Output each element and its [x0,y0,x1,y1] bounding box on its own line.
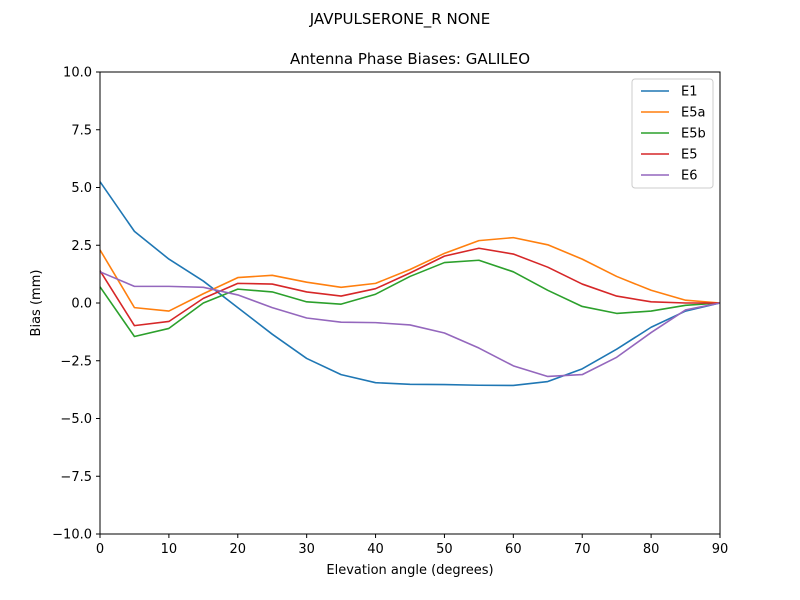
legend-label-e5: E5 [681,148,698,163]
chart-suptitle: JAVPULSERONE_R NONE [309,10,490,29]
x-tick-label: 20 [230,542,247,557]
y-tick-label: 10.0 [63,66,92,81]
series-line-e5 [99,247,720,327]
x-tick-label: 0 [96,542,104,557]
x-tick-label: 80 [643,542,660,557]
legend-box [631,78,714,189]
x-tick-label: 50 [436,542,453,557]
y-tick-label: −5.0 [60,412,92,427]
y-tick-label: −10.0 [52,528,92,543]
series-layer [99,181,721,387]
y-tick-label: −2.5 [60,354,92,369]
x-tick-label: 40 [367,542,384,557]
y-tick-label: 5.0 [71,181,92,196]
y-tick-label: 0.0 [71,297,92,312]
legend-label-e5a: E5a [681,106,705,121]
x-axis: 0 10 20 30 40 50 60 70 80 90 [96,534,728,557]
legend-label-e1: E1 [681,85,698,100]
series-line-e1 [99,181,721,387]
x-tick-label: 30 [298,542,315,557]
plot-frame [99,71,721,535]
x-tick-label: 70 [574,542,591,557]
x-tick-label: 90 [712,542,729,557]
y-tick-label: 2.5 [71,239,92,254]
x-axis-label: Elevation angle (degrees) [326,563,493,578]
legend-label-e6: E6 [681,169,698,184]
legend-label-e5b: E5b [681,127,706,142]
y-tick-label: −7.5 [60,470,92,485]
y-axis: 10.0 7.5 5.0 2.5 0.0 −2.5 −5.0 −7.5 −10.0 [52,66,100,543]
series-line-e5a [99,236,721,312]
y-axis-label: Bias (mm) [29,270,44,337]
legend: E1 E5a E5b E5 E6 [631,78,714,189]
x-tick-label: 60 [505,542,522,557]
series-line-e5b [99,259,721,338]
y-tick-label: 7.5 [71,123,92,138]
chart-title: Antenna Phase Biases: GALILEO [290,50,530,68]
x-tick-label: 10 [161,542,178,557]
series-line-e6 [99,271,721,378]
